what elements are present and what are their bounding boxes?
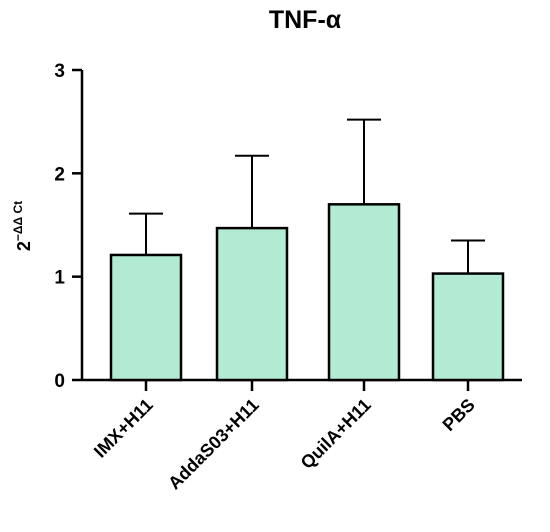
y-axis-label-base: 2 (14, 241, 34, 251)
x-tick-label: QuilA+H11 (297, 395, 375, 473)
error-bars (129, 118, 485, 274)
y-tick-label: 3 (54, 61, 65, 82)
y-axis-label: 2−ΔΔ Ct (11, 201, 34, 251)
chart-title: TNF-α (269, 6, 342, 34)
x-tick-label: IMX+H11 (90, 395, 157, 462)
y-axis-label-text: 2−ΔΔ Ct (11, 201, 34, 251)
bars (109, 203, 505, 382)
bar-pbs (431, 272, 505, 382)
y-tick-label: 2 (54, 164, 65, 185)
bar-imx-h11 (109, 253, 183, 382)
x-ticks: IMX+H11 AddaS03+H11 QuilA+H11 PBS (90, 380, 479, 493)
y-ticks: 0 1 2 3 (54, 61, 82, 392)
x-tick-label: PBS (439, 395, 479, 435)
y-tick-label: 0 (54, 371, 65, 392)
y-tick-label: 1 (54, 268, 65, 289)
x-tick-label: AddaS03+H11 (164, 395, 263, 494)
y-axis-label-superscript: −ΔΔ Ct (11, 201, 25, 241)
bar-quila-h11 (327, 203, 401, 382)
bar-addas03-h11 (215, 226, 289, 382)
